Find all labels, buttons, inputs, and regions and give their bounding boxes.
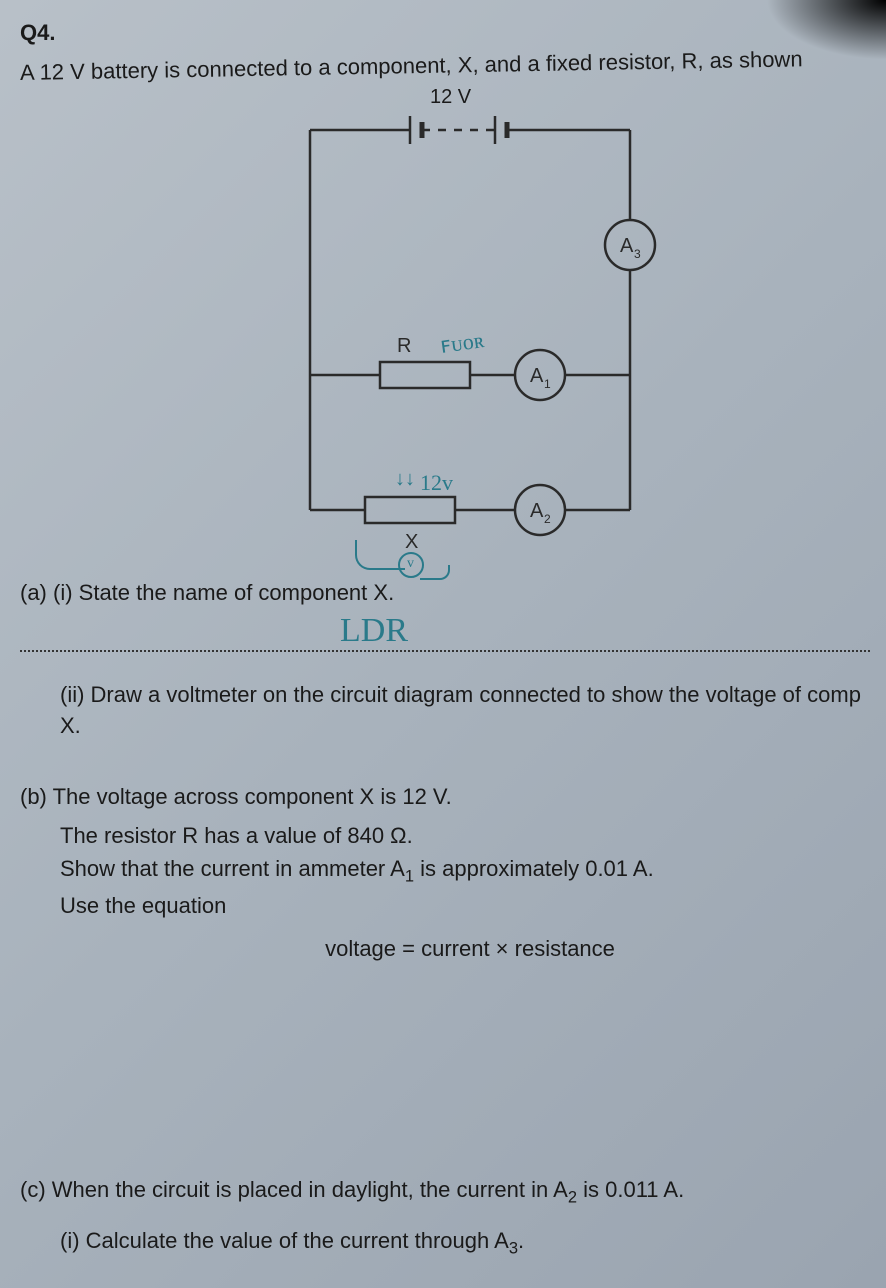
intro-text: A 12 V battery is connected to a compone… xyxy=(20,41,886,89)
part-a-ii-label: (ii) Draw a voltmeter on the circuit dia… xyxy=(60,682,861,707)
svg-text:2: 2 xyxy=(544,512,551,526)
part-b-line4: Use the equation xyxy=(60,889,880,922)
part-c-section: (c) When the circuit is placed in daylig… xyxy=(20,1170,880,1264)
part-a-ii-continuation: X. xyxy=(60,713,81,738)
part-b-label: (b) The voltage across component X is 12… xyxy=(20,780,880,813)
svg-text:A: A xyxy=(530,500,544,522)
svg-text:1: 1 xyxy=(544,377,551,391)
handwritten-12v: 12v xyxy=(420,470,453,496)
part-b-line2: The resistor R has a value of 840 Ω. xyxy=(60,819,880,852)
part-a-i-text: (a) (i) State the name of component X. xyxy=(20,580,394,606)
svg-text:A: A xyxy=(530,365,544,387)
question-number: Q4. xyxy=(20,20,886,46)
part-c-label: (c) When the circuit is placed in daylig… xyxy=(20,1170,880,1213)
answer-dotted-line xyxy=(20,650,870,652)
handwritten-arrows: ↓↓ xyxy=(395,468,415,491)
svg-text:R: R xyxy=(397,335,411,357)
part-b-equation: voltage = current × resistance xyxy=(60,932,880,965)
part-c-i-text: (i) Calculate the value of the current t… xyxy=(60,1221,880,1264)
handwritten-ldr-answer: LDR xyxy=(340,612,408,650)
svg-text:X: X xyxy=(405,531,418,553)
svg-text:3: 3 xyxy=(634,247,641,261)
svg-text:A: A xyxy=(620,235,634,257)
part-a-ii-text: (ii) Draw a voltmeter on the circuit dia… xyxy=(60,680,880,742)
part-b-section: (b) The voltage across component X is 12… xyxy=(20,780,880,965)
handwritten-voltmeter-wire-right xyxy=(420,565,450,580)
battery-voltage-label: 12 V xyxy=(430,86,471,109)
part-b-line3: Show that the current in ammeter A1 is a… xyxy=(60,852,880,889)
